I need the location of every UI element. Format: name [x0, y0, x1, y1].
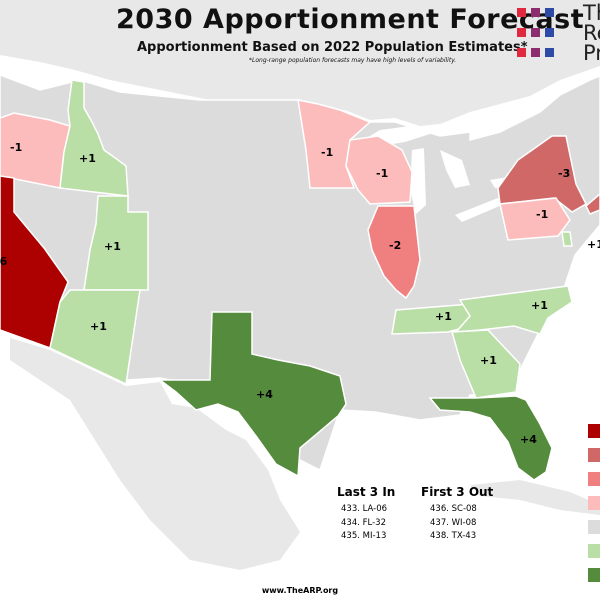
list-item: 434. FL-32: [341, 517, 386, 528]
label-tn: +1: [435, 310, 452, 323]
label-il: -2: [389, 239, 401, 252]
legend-swatch-plus4: [588, 568, 600, 582]
brand-square-blue: [545, 7, 554, 17]
label-wi: -1: [376, 167, 388, 180]
label-fl: +4: [520, 433, 537, 446]
state-pa: [499, 197, 571, 241]
label-id: +1: [79, 152, 96, 165]
mexico-land: [10, 338, 300, 570]
state-tx: [157, 311, 347, 478]
lake-michigan: [410, 148, 426, 214]
label-ut: +1: [104, 240, 121, 253]
brand-square-red: [517, 47, 526, 57]
brand-row-2: Re: [517, 21, 600, 45]
state-ga: [451, 329, 521, 399]
list-item: 433. LA-06: [341, 504, 388, 514]
legend-swatch-minus2: [588, 472, 600, 486]
brand-word-3: Pro: [583, 41, 600, 65]
list-item: 436. SC-08: [430, 504, 477, 514]
brand-row-1: Th: [517, 1, 600, 25]
state-wi: [345, 135, 413, 205]
label-ny: -3: [558, 167, 570, 180]
label-tx: +4: [256, 388, 273, 401]
lake-huron: [440, 150, 470, 188]
brand-word-1: Th: [583, 1, 600, 25]
state-ca: [0, 175, 69, 349]
brand-square-red: [517, 27, 526, 37]
list-item: 438. TX-43: [430, 531, 477, 541]
cuba-land: [470, 480, 600, 515]
brand-square-purple: [531, 47, 540, 57]
state-id: [59, 79, 129, 197]
first-out-heading: First 3 Out: [421, 485, 494, 499]
label-ca: -6: [0, 255, 8, 268]
brand-word-2: Re: [583, 21, 600, 45]
label-or: -1: [10, 141, 22, 154]
state-fl: [428, 395, 553, 481]
brand-square-purple: [531, 27, 540, 37]
brand-square-blue: [545, 27, 554, 37]
legend-swatch-zero: [588, 520, 600, 534]
label-de: +1: [587, 238, 600, 251]
footer-url[interactable]: www.TheARP.org: [261, 586, 339, 595]
state-il: [367, 205, 421, 300]
lake-erie: [455, 198, 502, 222]
page-title: 2030 Apportionment Forecast: [116, 4, 585, 35]
label-mn: -1: [321, 146, 333, 159]
label-ga: +1: [480, 354, 497, 367]
label-az: +1: [90, 320, 107, 333]
state-de: [561, 231, 573, 247]
label-nc: +1: [531, 299, 548, 312]
state-nj-ri: [585, 193, 600, 215]
brand-row-3: Pro: [517, 41, 600, 65]
brand-square-blue: [545, 47, 554, 57]
legend-swatch-plus1: [588, 544, 600, 558]
state-az: [49, 289, 141, 386]
state-ut: [83, 195, 149, 291]
page-subtitle: Apportionment Based on 2022 Population E…: [137, 40, 528, 55]
last-in-list: 433. LA-06 434. FL-32 435. MI-13: [341, 503, 387, 544]
color-legend: [588, 424, 600, 592]
brand-square-red: [517, 7, 526, 17]
state-nc: [454, 285, 573, 335]
state-ny: [497, 135, 587, 213]
legend-swatch-minus6: [588, 424, 600, 438]
footnote: *Long-range population forecasts may hav…: [249, 57, 457, 64]
brand-square-purple: [531, 7, 540, 17]
legend-swatch-minus1: [588, 496, 600, 510]
first-out-list: 436. SC-08 437. WI-08 438. TX-43: [430, 503, 477, 544]
label-pa: -1: [536, 208, 548, 221]
canada-land: [0, 0, 600, 126]
legend-swatch-minus3: [588, 448, 600, 462]
list-item: 437. WI-08: [430, 517, 477, 528]
list-item: 435. MI-13: [341, 531, 387, 541]
last-in-heading: Last 3 In: [337, 485, 396, 499]
brand-logo: Th Re Pro: [517, 1, 600, 65]
